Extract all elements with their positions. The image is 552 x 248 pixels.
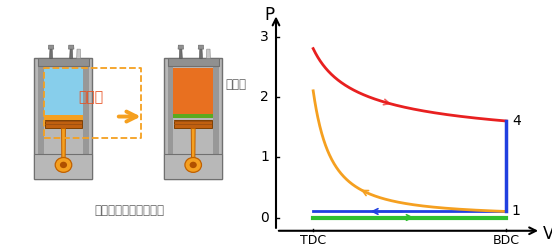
- Polygon shape: [192, 128, 195, 160]
- Polygon shape: [198, 45, 204, 49]
- Polygon shape: [83, 66, 89, 154]
- Circle shape: [60, 162, 67, 168]
- Polygon shape: [38, 66, 44, 154]
- Text: 膨胀量: 膨胀量: [225, 78, 247, 91]
- Text: 4: 4: [512, 114, 521, 128]
- Polygon shape: [45, 121, 82, 122]
- Text: 2: 2: [261, 90, 269, 104]
- Polygon shape: [168, 66, 173, 154]
- Text: 进气量与作功几乎相同: 进气量与作功几乎相同: [95, 204, 164, 217]
- Polygon shape: [174, 120, 212, 128]
- Circle shape: [55, 157, 72, 172]
- Polygon shape: [164, 154, 222, 179]
- Polygon shape: [44, 115, 83, 120]
- Text: 3: 3: [261, 30, 269, 44]
- Polygon shape: [34, 58, 92, 179]
- Polygon shape: [70, 49, 73, 58]
- Polygon shape: [206, 49, 210, 58]
- Polygon shape: [45, 124, 82, 125]
- Polygon shape: [173, 68, 213, 115]
- Text: BDC: BDC: [492, 234, 519, 248]
- Text: P: P: [264, 6, 274, 24]
- Polygon shape: [50, 49, 52, 58]
- Text: V: V: [543, 225, 552, 243]
- Polygon shape: [174, 124, 212, 125]
- Polygon shape: [178, 45, 183, 49]
- Polygon shape: [174, 121, 212, 122]
- Polygon shape: [44, 68, 83, 115]
- Polygon shape: [199, 49, 203, 58]
- Polygon shape: [34, 154, 92, 179]
- Polygon shape: [168, 58, 219, 66]
- Polygon shape: [62, 128, 65, 160]
- Polygon shape: [173, 114, 213, 118]
- Polygon shape: [68, 45, 74, 49]
- Polygon shape: [45, 120, 82, 128]
- Text: TDC: TDC: [300, 234, 326, 248]
- Polygon shape: [179, 49, 182, 58]
- Polygon shape: [49, 45, 54, 49]
- Polygon shape: [77, 49, 81, 58]
- Polygon shape: [164, 58, 222, 179]
- Text: 1: 1: [260, 150, 269, 164]
- Text: 进气量: 进气量: [78, 90, 104, 104]
- Circle shape: [190, 162, 197, 168]
- Text: 1: 1: [512, 204, 521, 218]
- Polygon shape: [213, 66, 219, 154]
- Polygon shape: [38, 58, 89, 66]
- Text: 0: 0: [261, 211, 269, 224]
- Circle shape: [185, 157, 201, 172]
